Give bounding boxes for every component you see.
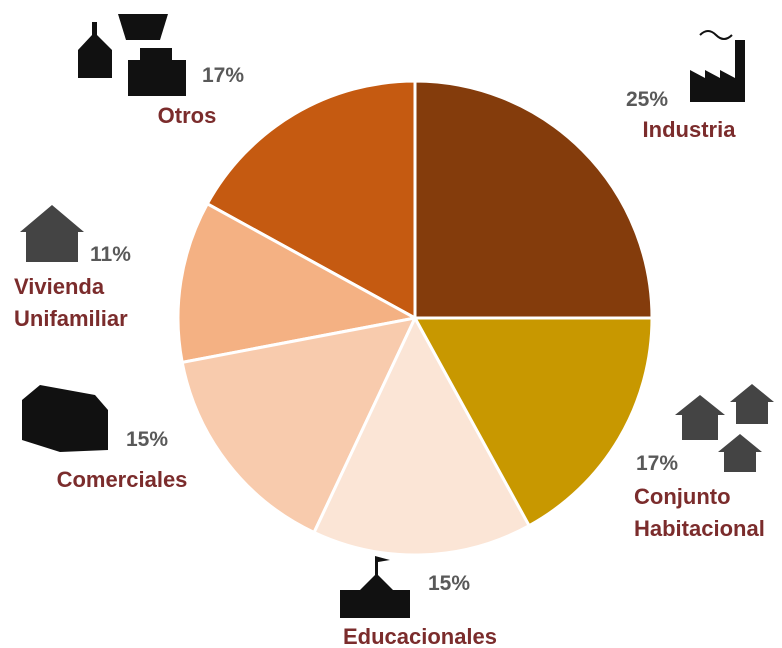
pie-slice: [180, 315, 418, 535]
slice-label: Comerciales: [56, 467, 188, 492]
slice-label: Industria: [642, 117, 736, 142]
slice-label: Educacionales: [342, 624, 498, 648]
value-label: 11%: [90, 243, 131, 266]
pie-slice: [413, 79, 654, 320]
value-label: 15%: [428, 572, 471, 595]
value-label: 17%: [636, 452, 679, 475]
slice-label: Otros: [157, 103, 217, 128]
slice-label: Conjunto Habitacional: [634, 484, 765, 541]
school-icon: [340, 556, 410, 618]
pie-slice: [176, 201, 420, 365]
pie-slice: [312, 314, 532, 557]
slice-label: Vivienda Unifamiliar: [14, 274, 128, 331]
pie-slice: [205, 79, 417, 321]
church-icon: [78, 22, 112, 78]
hospital-icon: [128, 48, 186, 96]
factory-icon: [690, 40, 745, 102]
value-label: 17%: [202, 64, 245, 87]
masks-icon: [118, 14, 168, 40]
value-label: 15%: [126, 428, 169, 451]
houses-icon: [675, 384, 774, 472]
pie-slice: [412, 316, 654, 528]
house-icon: [20, 205, 84, 262]
icons: [20, 14, 774, 618]
smoke-icon: [699, 30, 733, 40]
building-icon: [22, 385, 108, 452]
value-label: 25%: [626, 88, 669, 111]
